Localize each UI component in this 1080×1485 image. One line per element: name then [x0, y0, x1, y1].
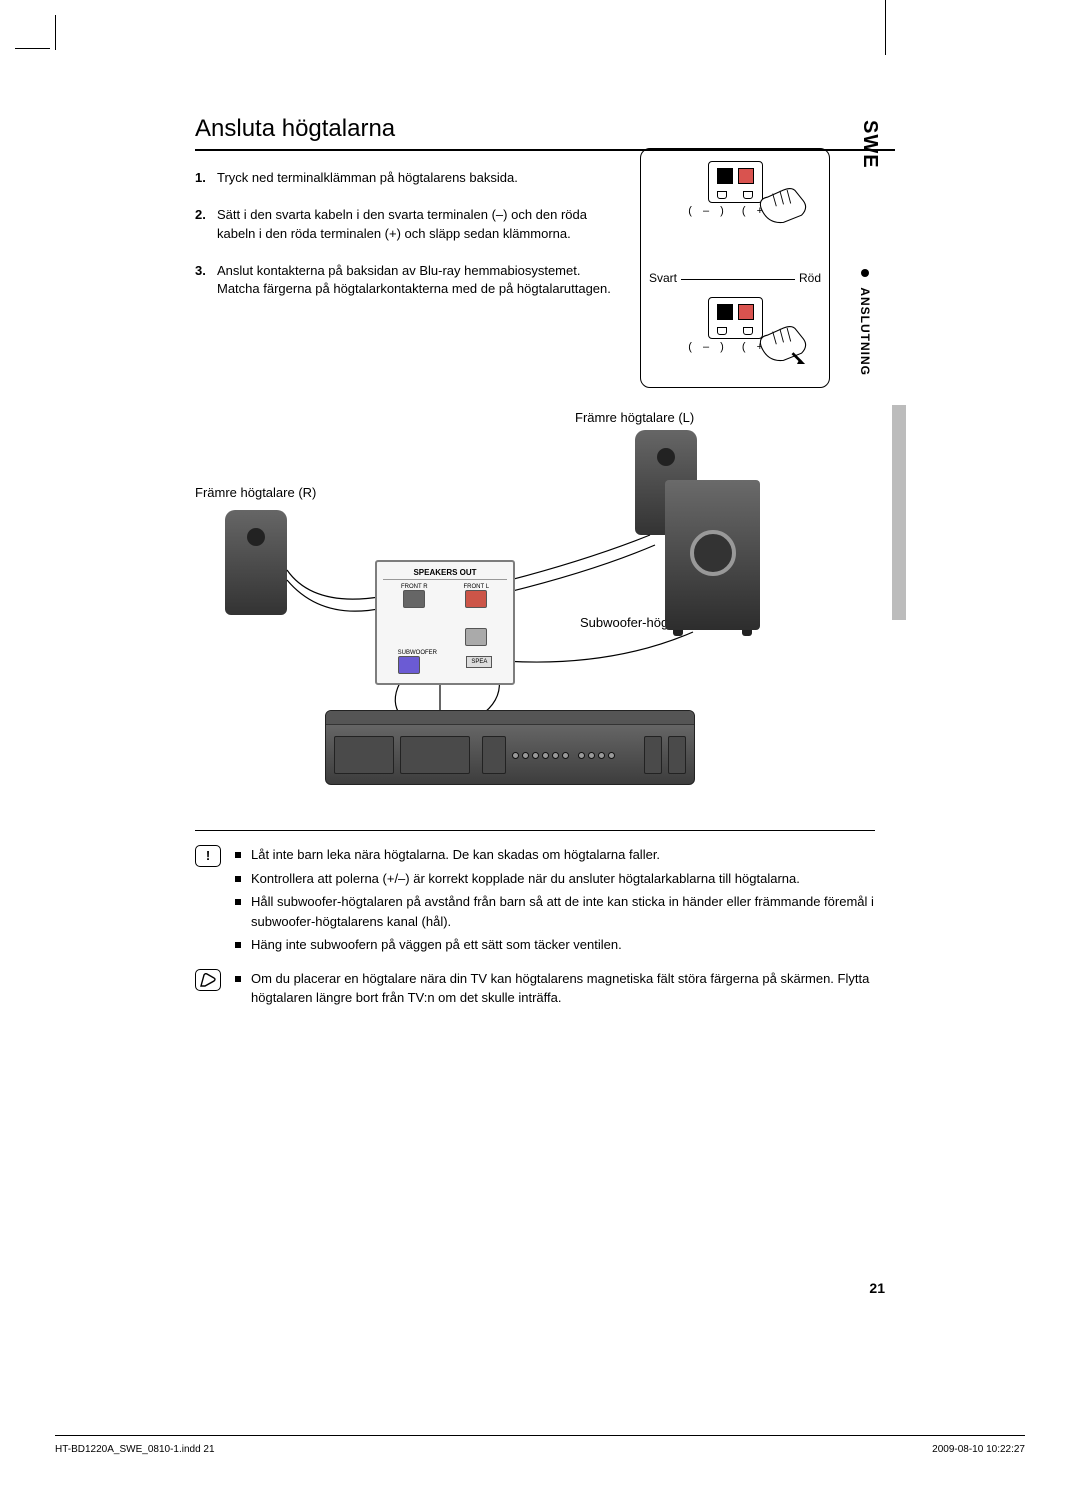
- rod-label: Röd: [799, 271, 821, 285]
- step-item: 1. Tryck ned terminalklämman på högtalar…: [195, 169, 625, 188]
- footer: HT-BD1220A_SWE_0810-1.indd 21 2009-08-10…: [55, 1435, 1025, 1455]
- crop-mark: [15, 48, 50, 49]
- warning-item: Häng inte subwoofern på väggen på ett sä…: [235, 935, 875, 955]
- steps-list: 1. Tryck ned terminalklämman på högtalar…: [195, 169, 625, 299]
- port-front-r: [403, 590, 425, 608]
- warning-icon: !: [195, 845, 221, 867]
- step-text: Anslut kontakterna på baksidan av Blu-ra…: [217, 262, 625, 300]
- note-icon: [195, 969, 221, 991]
- section-tab-gray: [892, 405, 906, 620]
- hand-icon: [756, 319, 811, 364]
- footer-timestamp: 2009-08-10 10:22:27: [932, 1444, 1025, 1455]
- port-spare: [465, 628, 487, 646]
- warning-item: Håll subwoofer-högtalaren på avstånd frå…: [235, 892, 875, 931]
- speakers-out-panel: SPEAKERS OUT FRONT R FRONT L SUBWOOFER S…: [375, 560, 515, 685]
- crop-mark: [885, 0, 886, 55]
- warning-item: Kontrollera att polerna (+/–) är korrekt…: [235, 869, 875, 889]
- notes-section: ! Låt inte barn leka nära högtalarna. De…: [195, 830, 875, 1022]
- step-item: 3. Anslut kontakterna på baksidan av Blu…: [195, 262, 625, 300]
- port-subwoofer: [398, 656, 420, 674]
- page-number: 21: [869, 1280, 885, 1296]
- minus-label: ( – ): [688, 341, 728, 353]
- warning-item: Låt inte barn leka nära högtalarna. De k…: [235, 845, 875, 865]
- note-list: Om du placerar en högtalare nära din TV …: [235, 969, 875, 1012]
- port-front-l: [465, 590, 487, 608]
- divider: [195, 830, 875, 831]
- port-label: SUBWOOFER: [398, 650, 437, 656]
- terminal-illustration: ( – ) ( + ) Svart Röd ( – ) ( + ): [640, 148, 830, 388]
- minus-label: ( – ): [688, 205, 728, 217]
- step-item: 2. Sätt i den svarta kabeln i den svarta…: [195, 206, 625, 244]
- note-item: Om du placerar en högtalare nära din TV …: [235, 969, 875, 1008]
- receiver-unit: [325, 710, 695, 785]
- footer-file: HT-BD1220A_SWE_0810-1.indd 21: [55, 1444, 215, 1455]
- terminal-panel-bottom: [708, 297, 763, 339]
- step-number: 3.: [195, 262, 217, 300]
- warning-list: Låt inte barn leka nära högtalarna. De k…: [235, 845, 875, 959]
- connection-diagram: Främre högtalare (L) Främre högtalare (R…: [195, 410, 875, 810]
- warning-block: ! Låt inte barn leka nära högtalarna. De…: [195, 845, 875, 959]
- step-number: 1.: [195, 169, 217, 188]
- svart-label: Svart: [649, 271, 677, 285]
- hand-icon: [756, 181, 811, 226]
- spea-label: SPEA: [466, 656, 492, 668]
- note-block: Om du placerar en högtalare nära din TV …: [195, 969, 875, 1012]
- step-number: 2.: [195, 206, 217, 244]
- terminal-panel-top: [708, 161, 763, 203]
- port-title: SPEAKERS OUT: [383, 568, 507, 580]
- page-title: Ansluta högtalarna: [195, 115, 895, 151]
- step-text: Tryck ned terminalklämman på högtalarens…: [217, 169, 625, 188]
- crop-mark: [55, 15, 56, 50]
- step-text: Sätt i den svarta kabeln i den svarta te…: [217, 206, 625, 244]
- color-labels: Svart Röd: [641, 271, 829, 285]
